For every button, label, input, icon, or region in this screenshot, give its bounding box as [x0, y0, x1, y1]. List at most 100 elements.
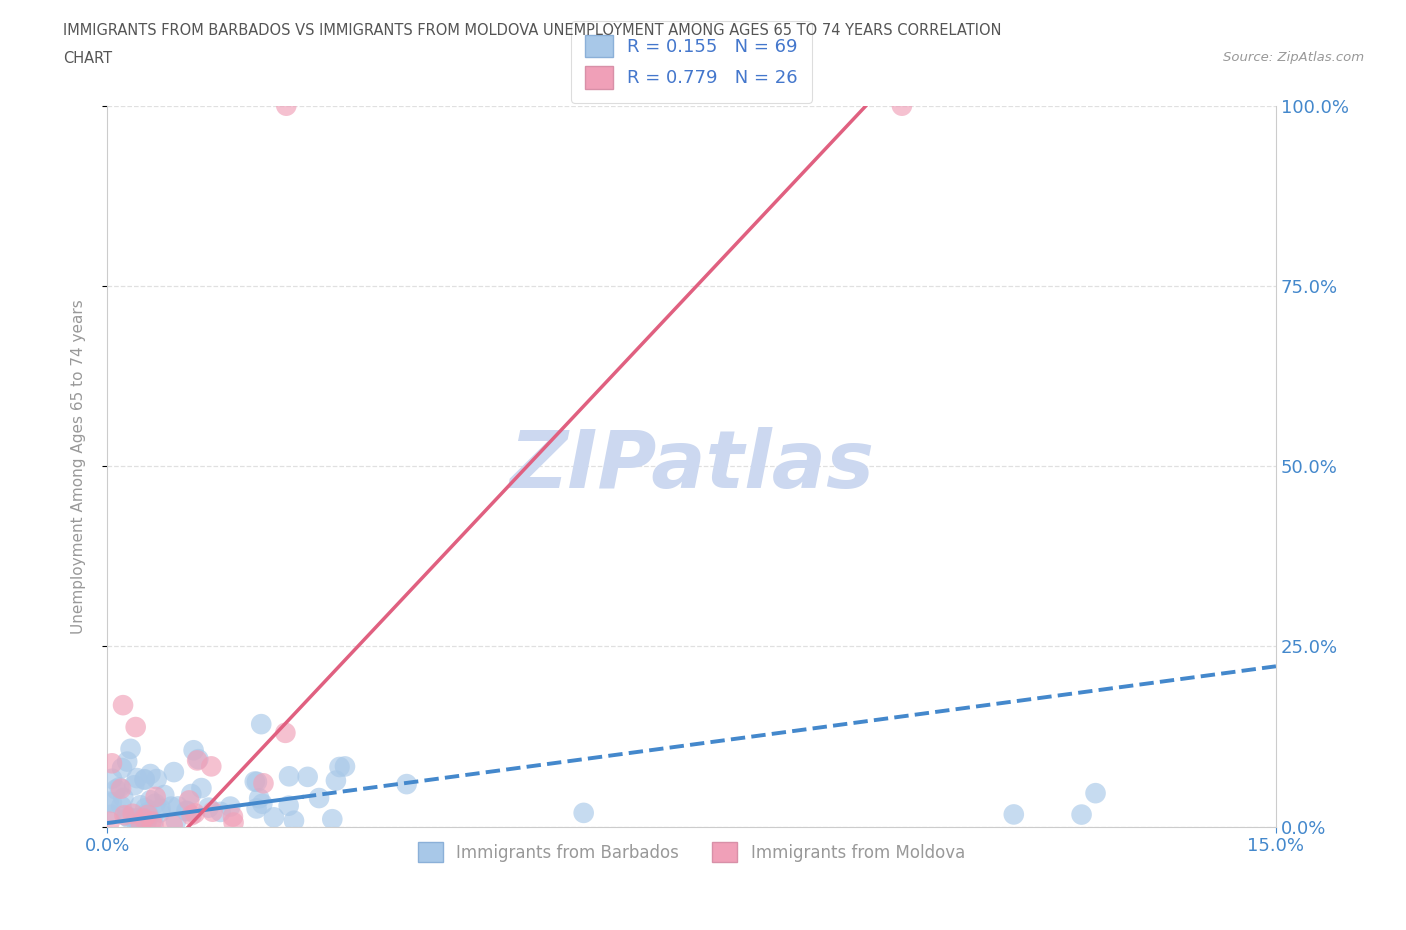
- Point: [197, 800, 219, 815]
- Point: [183, 743, 205, 758]
- Point: [252, 776, 274, 790]
- Point: [120, 741, 142, 756]
- Point: [167, 799, 190, 814]
- Point: [145, 772, 167, 787]
- Point: [139, 766, 162, 781]
- Point: [160, 799, 183, 814]
- Point: [219, 799, 242, 814]
- Point: [328, 760, 350, 775]
- Point: [283, 813, 305, 828]
- Point: [136, 807, 159, 822]
- Point: [136, 805, 159, 820]
- Point: [333, 759, 356, 774]
- Text: CHART: CHART: [63, 51, 112, 66]
- Text: Source: ZipAtlas.com: Source: ZipAtlas.com: [1223, 51, 1364, 64]
- Point: [143, 796, 166, 811]
- Point: [138, 809, 160, 824]
- Text: IMMIGRANTS FROM BARBADOS VS IMMIGRANTS FROM MOLDOVA UNEMPLOYMENT AMONG AGES 65 T: IMMIGRANTS FROM BARBADOS VS IMMIGRANTS F…: [63, 23, 1001, 38]
- Point: [124, 813, 146, 828]
- Point: [277, 798, 299, 813]
- Point: [200, 759, 222, 774]
- Point: [245, 801, 267, 816]
- Point: [125, 771, 148, 786]
- Point: [142, 817, 165, 832]
- Point: [174, 804, 197, 818]
- Point: [252, 796, 274, 811]
- Point: [114, 808, 136, 823]
- Point: [890, 99, 912, 113]
- Point: [129, 798, 152, 813]
- Point: [162, 817, 184, 832]
- Point: [190, 780, 212, 795]
- Point: [101, 771, 124, 786]
- Point: [153, 788, 176, 803]
- Point: [278, 769, 301, 784]
- Point: [124, 720, 146, 735]
- Point: [187, 751, 209, 766]
- Point: [325, 773, 347, 788]
- Point: [110, 781, 132, 796]
- Point: [572, 805, 595, 820]
- Point: [176, 804, 198, 818]
- Point: [250, 717, 273, 732]
- Point: [222, 815, 245, 830]
- Point: [125, 811, 148, 826]
- Point: [247, 790, 270, 805]
- Point: [100, 807, 122, 822]
- Point: [112, 790, 135, 805]
- Point: [297, 769, 319, 784]
- Point: [108, 780, 131, 795]
- Point: [1070, 807, 1092, 822]
- Point: [184, 806, 207, 821]
- Point: [111, 761, 134, 776]
- Point: [163, 764, 186, 779]
- Point: [100, 795, 122, 810]
- Point: [104, 782, 127, 797]
- Point: [122, 777, 145, 792]
- Point: [321, 812, 343, 827]
- Point: [1084, 786, 1107, 801]
- Point: [243, 774, 266, 789]
- Point: [115, 754, 138, 769]
- Point: [139, 792, 162, 807]
- Point: [201, 804, 224, 819]
- Point: [110, 799, 132, 814]
- Point: [135, 808, 157, 823]
- Point: [132, 810, 155, 825]
- Point: [142, 814, 165, 829]
- Point: [149, 802, 172, 817]
- Point: [180, 808, 202, 823]
- Point: [222, 809, 245, 824]
- Point: [180, 787, 202, 802]
- Point: [1002, 807, 1025, 822]
- Point: [263, 810, 285, 825]
- Y-axis label: Unemployment Among Ages 65 to 74 years: Unemployment Among Ages 65 to 74 years: [72, 299, 86, 633]
- Legend: Immigrants from Barbados, Immigrants from Moldova: Immigrants from Barbados, Immigrants fro…: [412, 835, 972, 869]
- Point: [117, 810, 139, 825]
- Point: [97, 794, 120, 809]
- Point: [121, 806, 143, 821]
- Text: ZIPatlas: ZIPatlas: [509, 427, 875, 505]
- Point: [112, 698, 135, 712]
- Point: [135, 816, 157, 830]
- Point: [246, 775, 269, 790]
- Point: [141, 814, 163, 829]
- Point: [115, 808, 138, 823]
- Point: [129, 816, 152, 830]
- Point: [134, 772, 156, 787]
- Point: [395, 777, 418, 791]
- Point: [274, 725, 297, 740]
- Point: [125, 812, 148, 827]
- Point: [165, 814, 187, 829]
- Point: [179, 793, 201, 808]
- Point: [98, 815, 121, 830]
- Point: [308, 790, 330, 805]
- Point: [145, 790, 167, 804]
- Point: [186, 753, 208, 768]
- Point: [276, 99, 298, 113]
- Point: [149, 804, 172, 819]
- Point: [101, 756, 124, 771]
- Point: [134, 801, 156, 816]
- Point: [209, 804, 232, 819]
- Point: [134, 772, 156, 787]
